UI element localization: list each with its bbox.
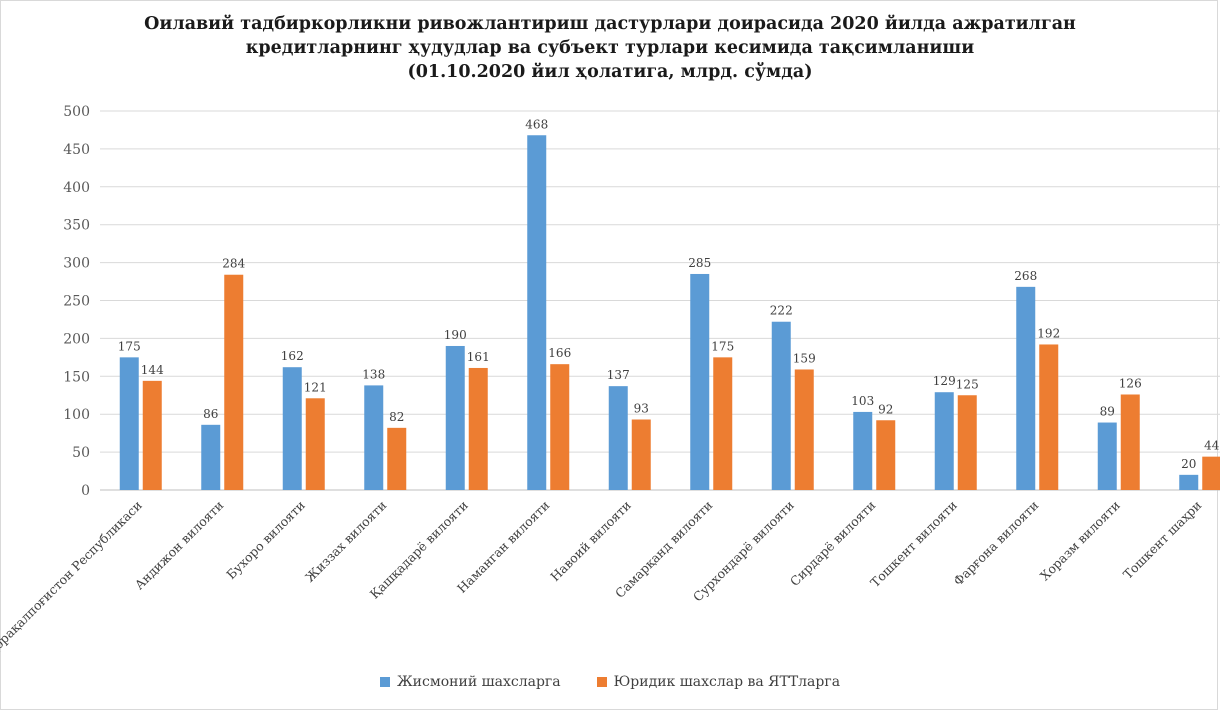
bar xyxy=(119,357,139,490)
data-label: 82 xyxy=(389,410,404,424)
bar xyxy=(1179,474,1199,490)
bar xyxy=(713,357,733,490)
data-label: 125 xyxy=(956,377,979,391)
data-label: 137 xyxy=(607,368,630,382)
data-label: 93 xyxy=(634,402,649,416)
legend-swatch-orange xyxy=(596,677,607,687)
chart-title: Оилавий тадбиркорликни ривожлантириш дас… xyxy=(0,12,1220,84)
category-label: Андижон вилояти xyxy=(132,498,227,593)
data-label: 284 xyxy=(222,257,245,271)
bar xyxy=(934,392,954,490)
data-label: 190 xyxy=(444,328,467,342)
bar xyxy=(224,274,244,490)
legend-label-series-1: Жисмоний шахсларга xyxy=(396,674,561,690)
bar xyxy=(957,395,977,490)
data-label: 175 xyxy=(711,339,734,353)
chart-title-line-3: (01.10.2020 йил ҳолатига, млрд. сўмда) xyxy=(407,62,813,82)
bar xyxy=(1097,422,1117,490)
y-tick-label: 250 xyxy=(63,294,90,310)
legend-label-series-2: Юридик шахслар ва ЯТТларга xyxy=(613,674,841,690)
data-label: 166 xyxy=(548,346,571,360)
category-label: Бухоро вилояти xyxy=(223,498,308,583)
bar xyxy=(142,380,162,490)
bar xyxy=(305,398,325,490)
bar xyxy=(282,367,302,490)
data-label: 92 xyxy=(878,402,893,416)
y-tick-label: 100 xyxy=(63,407,90,423)
category-label: Сирдарё вилояти xyxy=(787,498,878,589)
legend-swatch-blue xyxy=(379,677,390,687)
bar xyxy=(468,367,488,490)
bar xyxy=(1120,394,1140,490)
bar xyxy=(794,369,814,490)
data-label: 159 xyxy=(793,351,816,365)
category-label: Тошкент шаҳри xyxy=(1120,498,1204,582)
y-tick-label: 350 xyxy=(63,218,90,234)
bar xyxy=(876,420,896,490)
chart-title-line-1: Оилавий тадбиркорликни ривожлантириш дас… xyxy=(144,14,1076,34)
y-tick-label: 0 xyxy=(81,483,90,499)
data-label: 103 xyxy=(851,394,874,408)
y-tick-label: 150 xyxy=(63,369,90,385)
y-tick-label: 500 xyxy=(63,104,90,120)
category-label: Хоразм вилояти xyxy=(1037,498,1123,584)
bar xyxy=(445,345,465,490)
data-label: 222 xyxy=(770,304,793,318)
data-label: 138 xyxy=(362,367,385,381)
y-tick-label: 450 xyxy=(63,142,90,158)
data-label: 268 xyxy=(1014,269,1037,283)
data-label: 86 xyxy=(203,407,218,421)
category-label: Жиззах вилояти xyxy=(302,498,389,585)
data-label: 44 xyxy=(1204,439,1220,453)
bar xyxy=(1202,456,1220,490)
data-label: 285 xyxy=(688,256,711,270)
y-axis-ticks: 0 50 100 150 200 250 300 350 400 450 500 xyxy=(63,104,90,499)
data-label: 126 xyxy=(1119,376,1142,390)
data-label: 175 xyxy=(118,339,141,353)
category-label: Тошкент вилояти xyxy=(867,498,960,591)
bar xyxy=(690,273,710,490)
category-label: Навоий вилояти xyxy=(547,498,634,585)
data-label: 468 xyxy=(525,117,548,131)
category-label: Қорақалпоғистон Республикаси xyxy=(0,498,145,659)
legend: Жисмоний шахсларга Юридик шахслар ва ЯТТ… xyxy=(0,674,1220,690)
y-tick-label: 400 xyxy=(63,180,90,196)
bar xyxy=(771,321,791,490)
y-tick-label: 200 xyxy=(63,331,90,347)
bar xyxy=(364,385,384,490)
data-label: 121 xyxy=(304,380,327,394)
bar xyxy=(853,411,873,490)
bars xyxy=(119,135,1220,491)
bar xyxy=(550,364,570,490)
legend-item-series-2: Юридик шахслар ва ЯТТларга xyxy=(596,674,841,690)
data-label: 129 xyxy=(933,374,956,388)
data-label: 20 xyxy=(1181,457,1196,471)
category-label: Фарғона вилояти xyxy=(950,498,1041,589)
bar xyxy=(201,424,221,490)
data-label: 89 xyxy=(1100,405,1115,419)
bar xyxy=(1016,286,1036,490)
chart-title-line-2: кредитларнинг ҳудудлар ва субъект турлар… xyxy=(245,38,975,58)
y-tick-label: 300 xyxy=(63,256,90,272)
data-label: 192 xyxy=(1037,326,1060,340)
bar xyxy=(387,427,407,490)
data-labels: 1751448628416212113882190161468166137932… xyxy=(118,117,1220,471)
bar xyxy=(527,135,547,491)
bar xyxy=(608,386,628,490)
bar xyxy=(631,419,651,490)
data-label: 144 xyxy=(141,363,164,377)
bar xyxy=(1039,344,1059,490)
data-label: 162 xyxy=(281,349,304,363)
data-label: 161 xyxy=(467,350,490,364)
category-label: Наманган вилояти xyxy=(454,498,552,596)
y-tick-label: 50 xyxy=(72,445,90,461)
legend-item-series-1: Жисмоний шахсларга xyxy=(379,674,561,690)
